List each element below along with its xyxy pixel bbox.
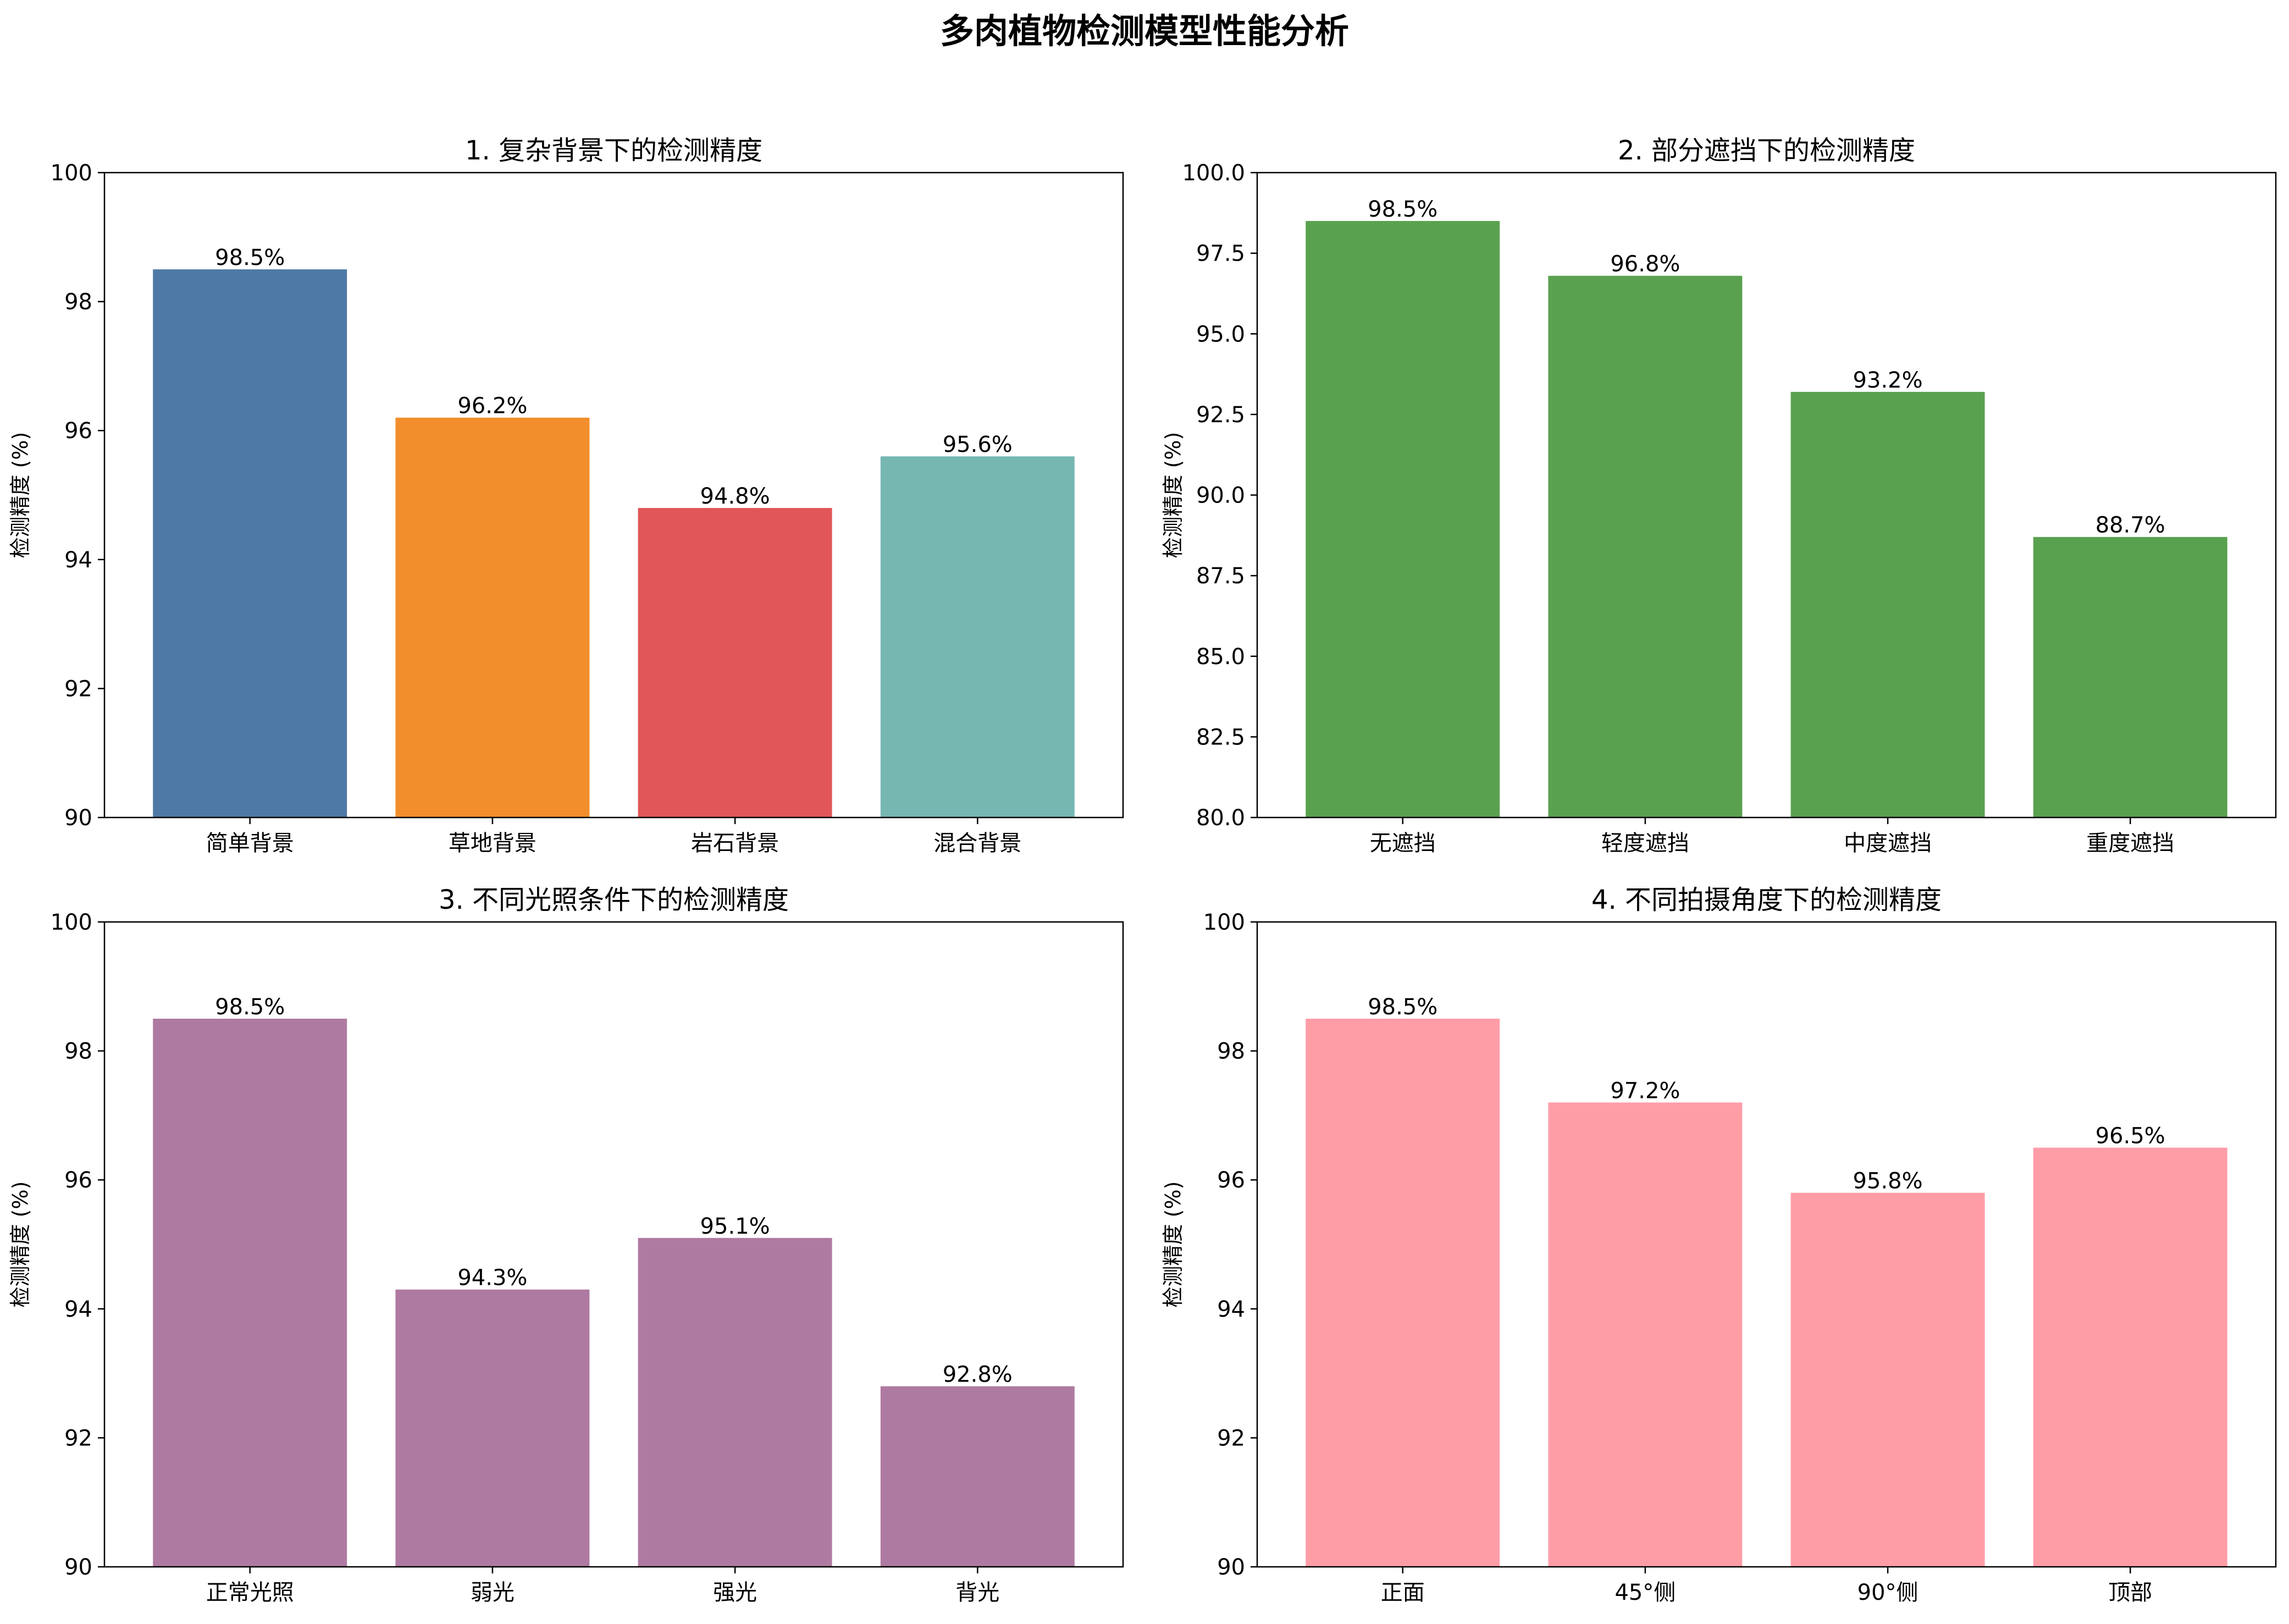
- chart-2-ytick-label-2: 82.5: [1196, 725, 1245, 750]
- chart-4-ytick-label-2: 92: [1217, 1426, 1245, 1451]
- chart-1-xtick-label-3: 岩石背景: [691, 831, 779, 856]
- chart-2-bar-3: [1790, 391, 1985, 817]
- chart-3-xtick-label-1: 正常光照: [206, 1580, 294, 1605]
- chart-3-axes-frame: [103, 921, 1124, 1568]
- chart-3-ytick-label-3: 94: [64, 1297, 92, 1322]
- chart-2-xtick-label-1: 无遮挡: [1370, 831, 1436, 856]
- chart-3-bar-4: [880, 1386, 1075, 1567]
- chart-4-xtick-label-4: 顶部: [2108, 1580, 2152, 1605]
- chart-3-ytick-label-2: 92: [64, 1426, 92, 1451]
- chart-4-ytick-label-5: 98: [1217, 1039, 1245, 1064]
- chart-3-ytick-label-4: 96: [64, 1168, 92, 1193]
- chart-2-value-label-1: 98.5%: [1368, 197, 1437, 222]
- chart-1-axes-frame: [103, 172, 1124, 819]
- chart-2-ytick-label-3: 85.0: [1196, 644, 1245, 670]
- chart-4-ytick-label-4: 96: [1217, 1168, 1245, 1193]
- chart-2-value-label-3: 93.2%: [1853, 368, 1923, 393]
- chart-3-ylabel: 检测精度 (%): [8, 1181, 32, 1308]
- chart-1-bar-4: [880, 456, 1075, 817]
- chart-3-value-label-2: 94.3%: [457, 1266, 527, 1291]
- chart-4-axes-frame: [1256, 921, 2277, 1568]
- chart-1-xtick-label-1: 简单背景: [206, 831, 294, 856]
- chart-1-bar-2: [395, 417, 590, 817]
- chart-2-ylabel: 检测精度 (%): [1161, 432, 1185, 559]
- chart-3-xtick-label-4: 背光: [955, 1580, 999, 1605]
- chart-4-title: 4. 不同拍摄角度下的检测精度: [1591, 885, 1942, 915]
- chart-2-axes-frame: [1256, 172, 2277, 819]
- chart-2-ytick-label-4: 87.5: [1196, 564, 1245, 589]
- chart-1-value-label-1: 98.5%: [215, 245, 285, 270]
- chart-1-ytick-label-1: 90: [64, 805, 92, 831]
- chart-4-value-label-4: 96.5%: [2096, 1124, 2165, 1149]
- chart-3-value-label-4: 92.8%: [943, 1362, 1013, 1388]
- chart-4-bar-2: [1548, 1102, 1743, 1567]
- chart-3-ytick-label-6: 100: [51, 910, 92, 935]
- chart-4-value-label-3: 95.8%: [1853, 1169, 1923, 1194]
- chart-1-ylabel: 检测精度 (%): [8, 432, 32, 559]
- chart-2-value-label-4: 88.7%: [2096, 513, 2165, 538]
- chart-2-value-label-2: 96.8%: [1610, 252, 1680, 277]
- chart-4-xtick-label-1: 正面: [1381, 1580, 1425, 1605]
- chart-2-xtick-label-4: 重度遮挡: [2086, 831, 2174, 856]
- chart-2-ytick-label-7: 95.0: [1196, 322, 1245, 347]
- chart-3-ytick-label-5: 98: [64, 1039, 92, 1064]
- chart-4-ytick-label-6: 100: [1203, 910, 1245, 935]
- chart-1-value-label-3: 94.8%: [700, 484, 770, 509]
- figure-title: 多肉植物检测模型性能分析: [940, 11, 1349, 51]
- chart-2-title: 2. 部分遮挡下的检测精度: [1618, 135, 1915, 166]
- chart-2-xtick-label-3: 中度遮挡: [1844, 831, 1932, 856]
- chart-1-ytick-label-3: 94: [64, 548, 92, 573]
- chart-3-xtick-label-2: 弱光: [471, 1580, 515, 1605]
- chart-4-ytick-label-1: 90: [1217, 1555, 1245, 1580]
- chart-1-xtick-label-2: 草地背景: [449, 831, 537, 856]
- chart-3-bar-3: [638, 1238, 832, 1567]
- chart-4-xtick-label-2: 45°侧: [1615, 1580, 1676, 1605]
- chart-1-ytick-label-5: 98: [64, 290, 92, 315]
- chart-4-bar-3: [1790, 1192, 1985, 1567]
- chart-4-ylabel: 检测精度 (%): [1161, 1181, 1185, 1308]
- chart-3-xtick-label-3: 强光: [713, 1580, 757, 1605]
- chart-1-ytick-label-6: 100: [51, 161, 92, 186]
- chart-2-ytick-label-6: 92.5: [1196, 402, 1245, 428]
- chart-2-ytick-label-5: 90.0: [1196, 483, 1245, 509]
- chart-2-bar-1: [1306, 220, 1500, 818]
- chart-4-value-label-2: 97.2%: [1610, 1078, 1680, 1103]
- chart-3-bar-1: [153, 1018, 347, 1567]
- chart-2-ytick-label-1: 80.0: [1196, 805, 1245, 831]
- chart-4-ytick-label-3: 94: [1217, 1297, 1245, 1322]
- chart-3-title: 3. 不同光照条件下的检测精度: [439, 885, 789, 915]
- chart-4-xtick-label-3: 90°侧: [1857, 1580, 1918, 1605]
- chart-2-ytick-label-8: 97.5: [1196, 241, 1245, 267]
- chart-3-ytick-label-1: 90: [64, 1555, 92, 1580]
- chart-1-xtick-label-4: 混合背景: [933, 831, 1021, 856]
- chart-1-value-label-4: 95.6%: [943, 432, 1013, 457]
- chart-1-title: 1. 复杂背景下的检测精度: [465, 135, 762, 166]
- chart-4-bar-1: [1306, 1018, 1500, 1567]
- chart-3-bar-2: [395, 1289, 590, 1567]
- chart-1-ytick-label-2: 92: [64, 676, 92, 701]
- chart-2-bar-4: [2033, 537, 2227, 817]
- chart-3-value-label-1: 98.5%: [215, 995, 285, 1020]
- chart-2-bar-2: [1548, 275, 1743, 817]
- chart-1-value-label-2: 96.2%: [457, 394, 527, 419]
- chart-4-bar-4: [2033, 1147, 2227, 1567]
- chart-4-value-label-1: 98.5%: [1368, 995, 1437, 1020]
- chart-1-bar-1: [153, 269, 347, 817]
- chart-2-xtick-label-2: 轻度遮挡: [1601, 831, 1689, 856]
- chart-1-ytick-label-4: 96: [64, 418, 92, 444]
- chart-2-ytick-label-9: 100.0: [1182, 161, 1245, 186]
- chart-3-value-label-3: 95.1%: [700, 1214, 770, 1239]
- chart-1-bar-3: [638, 507, 832, 817]
